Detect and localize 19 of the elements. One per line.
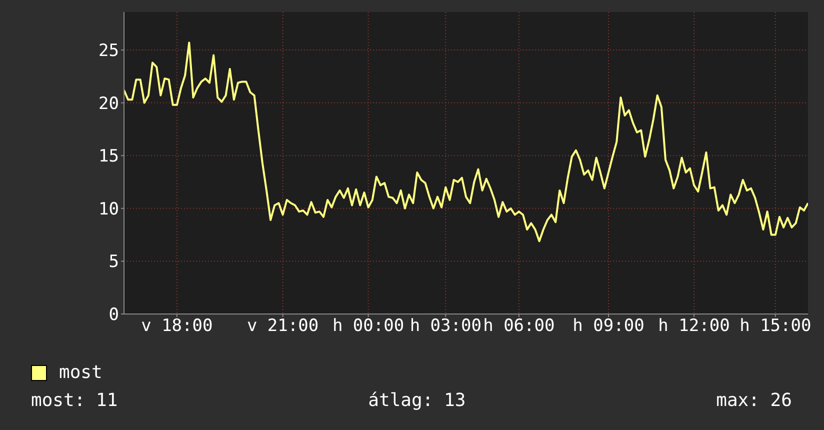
text: max: 26 [716, 390, 792, 411]
x-tick-label: h 06:00 [483, 316, 555, 336]
x-tick-label: h 03:00 [410, 316, 482, 336]
line-series [124, 42, 808, 242]
x-tick-label: h 09:00 [572, 316, 644, 336]
x-tick-label: h 12:00 [658, 316, 730, 336]
y-tick-label: 15 [98, 146, 119, 167]
y-tick-label: 25 [98, 41, 119, 62]
text: most: 11 [31, 390, 118, 411]
x-tick-label: h 15:00 [740, 316, 812, 336]
y-tick-label: 5 [108, 252, 119, 272]
y-tick-label: 0 [108, 305, 119, 326]
y-tick-label: 20 [98, 94, 119, 114]
x-tick-label: v 18:00 [141, 316, 213, 336]
y-tick-label: 10 [98, 199, 119, 220]
x-tick-label: v 21:00 [246, 316, 319, 336]
text: átlag: 13 [368, 390, 466, 411]
x-tick-label: h 00:00 [332, 316, 404, 336]
legend-label: most [59, 362, 102, 383]
